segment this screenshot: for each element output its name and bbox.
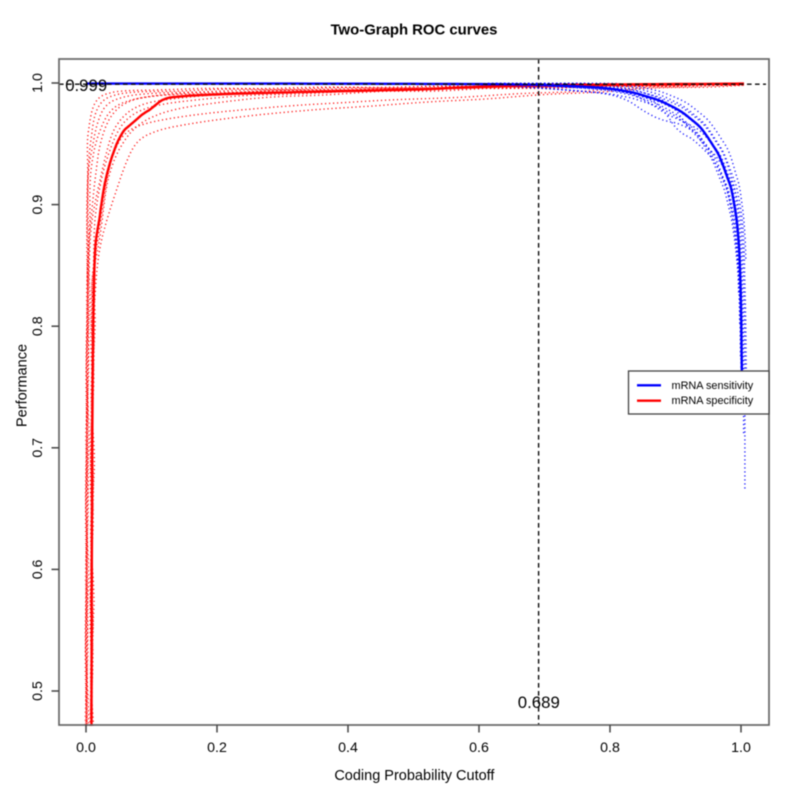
svg-text:0.8: 0.8 [30,316,46,336]
svg-text:1.0: 1.0 [30,73,46,93]
svg-text:1.0: 1.0 [731,740,751,756]
svg-text:0.999: 0.999 [65,76,107,95]
svg-text:0.8: 0.8 [600,740,620,756]
svg-text:Coding Probability Cutoff: Coding Probability Cutoff [334,768,495,784]
svg-text:0.5: 0.5 [30,681,46,701]
svg-text:Performance: Performance [15,344,31,427]
svg-text:0.9: 0.9 [30,195,46,215]
svg-text:mRNA specificity: mRNA specificity [672,395,754,407]
svg-text:mRNA sensitivity: mRNA sensitivity [672,380,754,392]
svg-text:0.4: 0.4 [338,740,358,756]
svg-text:0.6: 0.6 [30,559,46,579]
svg-text:0.0: 0.0 [76,740,96,756]
svg-text:0.689: 0.689 [518,693,560,712]
svg-text:Two-Graph ROC curves: Two-Graph ROC curves [331,23,498,39]
svg-text:0.6: 0.6 [469,740,489,756]
svg-text:0.7: 0.7 [30,438,46,458]
svg-text:0.2: 0.2 [207,740,227,756]
